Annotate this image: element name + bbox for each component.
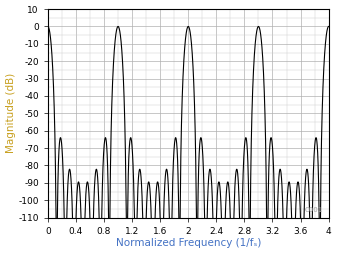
Text: C001: C001 — [305, 208, 323, 213]
X-axis label: Normalized Frequency (1/fₛ): Normalized Frequency (1/fₛ) — [116, 239, 261, 248]
Y-axis label: Magnitude (dB): Magnitude (dB) — [5, 73, 16, 153]
